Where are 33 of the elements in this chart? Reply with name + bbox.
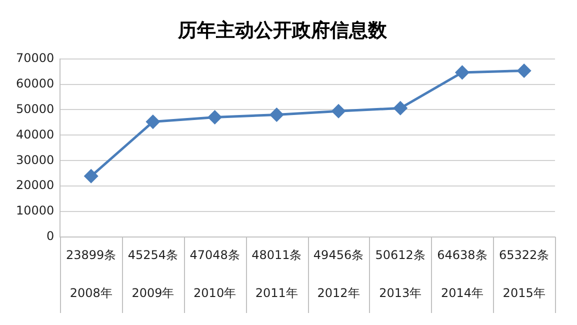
x-tick-label: 2015年: [502, 286, 546, 300]
data-label: 47048条: [190, 248, 240, 262]
x-tick-label: 2012年: [317, 286, 360, 300]
y-tick-label: 60000: [16, 76, 54, 90]
data-label: 65322条: [498, 248, 550, 262]
data-label: 50612条: [375, 248, 426, 262]
point: [394, 101, 408, 115]
point: [332, 104, 346, 118]
x-tick-label: 2010年: [194, 286, 236, 300]
y-tick-label: 40000: [16, 127, 54, 142]
x-tick-label: 2013年: [379, 286, 422, 300]
point: [270, 108, 284, 122]
point: [84, 169, 98, 183]
data-label: 45254条: [128, 248, 178, 262]
y-tick-label: 70000: [16, 50, 54, 65]
y-tick-label: 50000: [16, 102, 54, 116]
point: [208, 110, 222, 124]
point: [517, 64, 531, 78]
x-tick-label: 2011年: [255, 286, 298, 300]
y-tick-label: 0: [46, 229, 54, 244]
x-tick-label: 2008年: [70, 286, 112, 300]
x-tick-label: 2014年: [440, 286, 484, 300]
data-label: 49456条: [313, 248, 364, 262]
point: [146, 115, 160, 129]
point: [455, 66, 469, 80]
data-label: 23899条: [66, 248, 116, 262]
y-tick-label: 30000: [16, 152, 54, 167]
data-label: 48011条: [252, 248, 302, 262]
y-tick-label: 10000: [16, 204, 54, 218]
chart-title: 历年主动公开政府信息数: [177, 19, 388, 42]
y-tick-label: 20000: [16, 178, 54, 192]
x-tick-label: 2009年: [132, 286, 174, 300]
data-label: 64638条: [437, 248, 488, 262]
